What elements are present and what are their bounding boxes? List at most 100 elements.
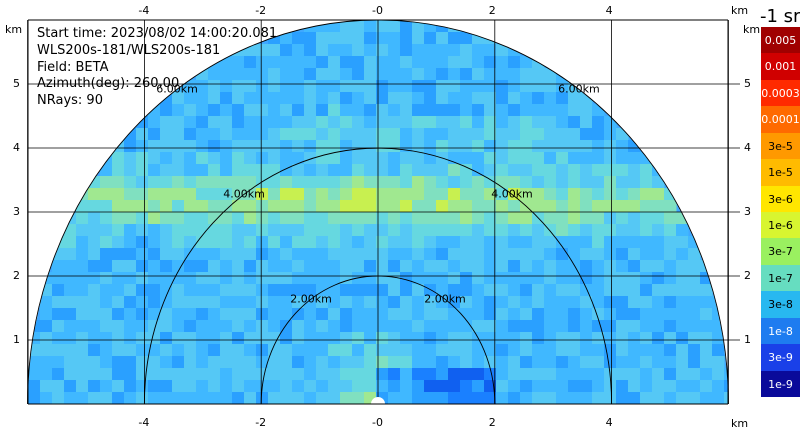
field-cell — [304, 248, 317, 261]
field-cell — [580, 248, 593, 261]
field-cell — [280, 368, 293, 381]
field-cell — [448, 248, 461, 261]
field-cell — [88, 188, 101, 201]
field-cell — [568, 356, 581, 369]
field-cell — [448, 332, 461, 345]
field-cell — [388, 356, 401, 369]
field-cell — [484, 92, 497, 105]
field-cell — [196, 308, 209, 321]
field-cell — [604, 152, 617, 165]
field-cell — [136, 284, 149, 297]
field-cell — [628, 212, 641, 225]
field-cell — [40, 392, 53, 405]
field-cell — [640, 248, 653, 261]
field-cell — [136, 320, 149, 333]
field-cell — [256, 236, 269, 249]
field-cell — [460, 224, 473, 237]
field-cell — [604, 164, 617, 177]
field-cell — [400, 272, 413, 285]
field-cell — [472, 104, 485, 117]
field-cell — [364, 284, 377, 297]
field-cell — [400, 248, 413, 261]
field-cell — [316, 152, 329, 165]
field-cell — [556, 368, 569, 381]
field-cell — [376, 188, 389, 201]
field-cell — [76, 260, 89, 273]
field-cell — [496, 296, 509, 309]
field-cell — [436, 260, 449, 273]
field-cell — [316, 296, 329, 309]
field-cell — [340, 20, 353, 33]
field-cell — [196, 176, 209, 189]
field-cell — [268, 392, 281, 405]
field-cell — [580, 356, 593, 369]
field-cell — [688, 248, 701, 261]
field-cell — [160, 296, 173, 309]
field-cell — [520, 80, 533, 93]
field-cell — [448, 392, 461, 405]
field-cell — [220, 248, 233, 261]
field-cell — [268, 188, 281, 201]
field-cell — [472, 32, 485, 45]
field-cell — [244, 56, 257, 69]
field-cell — [544, 200, 557, 213]
field-cell — [40, 344, 53, 357]
field-cell — [424, 380, 437, 393]
field-cell — [400, 104, 413, 117]
field-cell — [208, 116, 221, 129]
field-cell — [112, 236, 125, 249]
field-cell — [700, 356, 713, 369]
field-cell — [64, 248, 77, 261]
field-cell — [340, 152, 353, 165]
field-cell — [64, 212, 77, 225]
field-cell — [328, 20, 341, 33]
field-cell — [340, 212, 353, 225]
field-cell — [100, 308, 113, 321]
field-cell — [628, 308, 641, 321]
field-cell — [568, 188, 581, 201]
field-cell — [280, 224, 293, 237]
field-cell — [424, 368, 437, 381]
field-cell — [616, 200, 629, 213]
field-cell — [604, 188, 617, 201]
field-cell — [472, 380, 485, 393]
field-cell — [328, 272, 341, 285]
field-cell — [676, 236, 689, 249]
field-cell — [508, 68, 521, 81]
field-cell — [424, 68, 437, 81]
field-cell — [484, 152, 497, 165]
field-cell — [580, 224, 593, 237]
field-cell — [328, 188, 341, 201]
field-cell — [256, 224, 269, 237]
field-cell — [292, 332, 305, 345]
field-cell — [628, 200, 641, 213]
field-cell — [364, 20, 377, 33]
field-cell — [76, 224, 89, 237]
field-cell — [136, 164, 149, 177]
field-cell — [232, 272, 245, 285]
field-cell — [100, 152, 113, 165]
field-cell — [592, 212, 605, 225]
field-cell — [100, 236, 113, 249]
field-cell — [76, 332, 89, 345]
field-cell — [76, 368, 89, 381]
field-cell — [544, 260, 557, 273]
field-cell — [412, 368, 425, 381]
field-cell — [520, 128, 533, 141]
field-cell — [88, 212, 101, 225]
field-cell — [328, 44, 341, 57]
field-cell — [616, 308, 629, 321]
field-cell — [496, 344, 509, 357]
field-cell — [268, 332, 281, 345]
field-cell — [712, 332, 725, 345]
field-cell — [340, 296, 353, 309]
range-ring-label: 2.00km — [424, 292, 466, 306]
field-cell — [376, 104, 389, 117]
field-cell — [52, 320, 65, 333]
field-cell — [244, 272, 257, 285]
field-cell — [184, 152, 197, 165]
field-cell — [568, 200, 581, 213]
field-cell — [472, 356, 485, 369]
y-tick-label-left: 5 — [13, 77, 20, 90]
field-cell — [160, 188, 173, 201]
